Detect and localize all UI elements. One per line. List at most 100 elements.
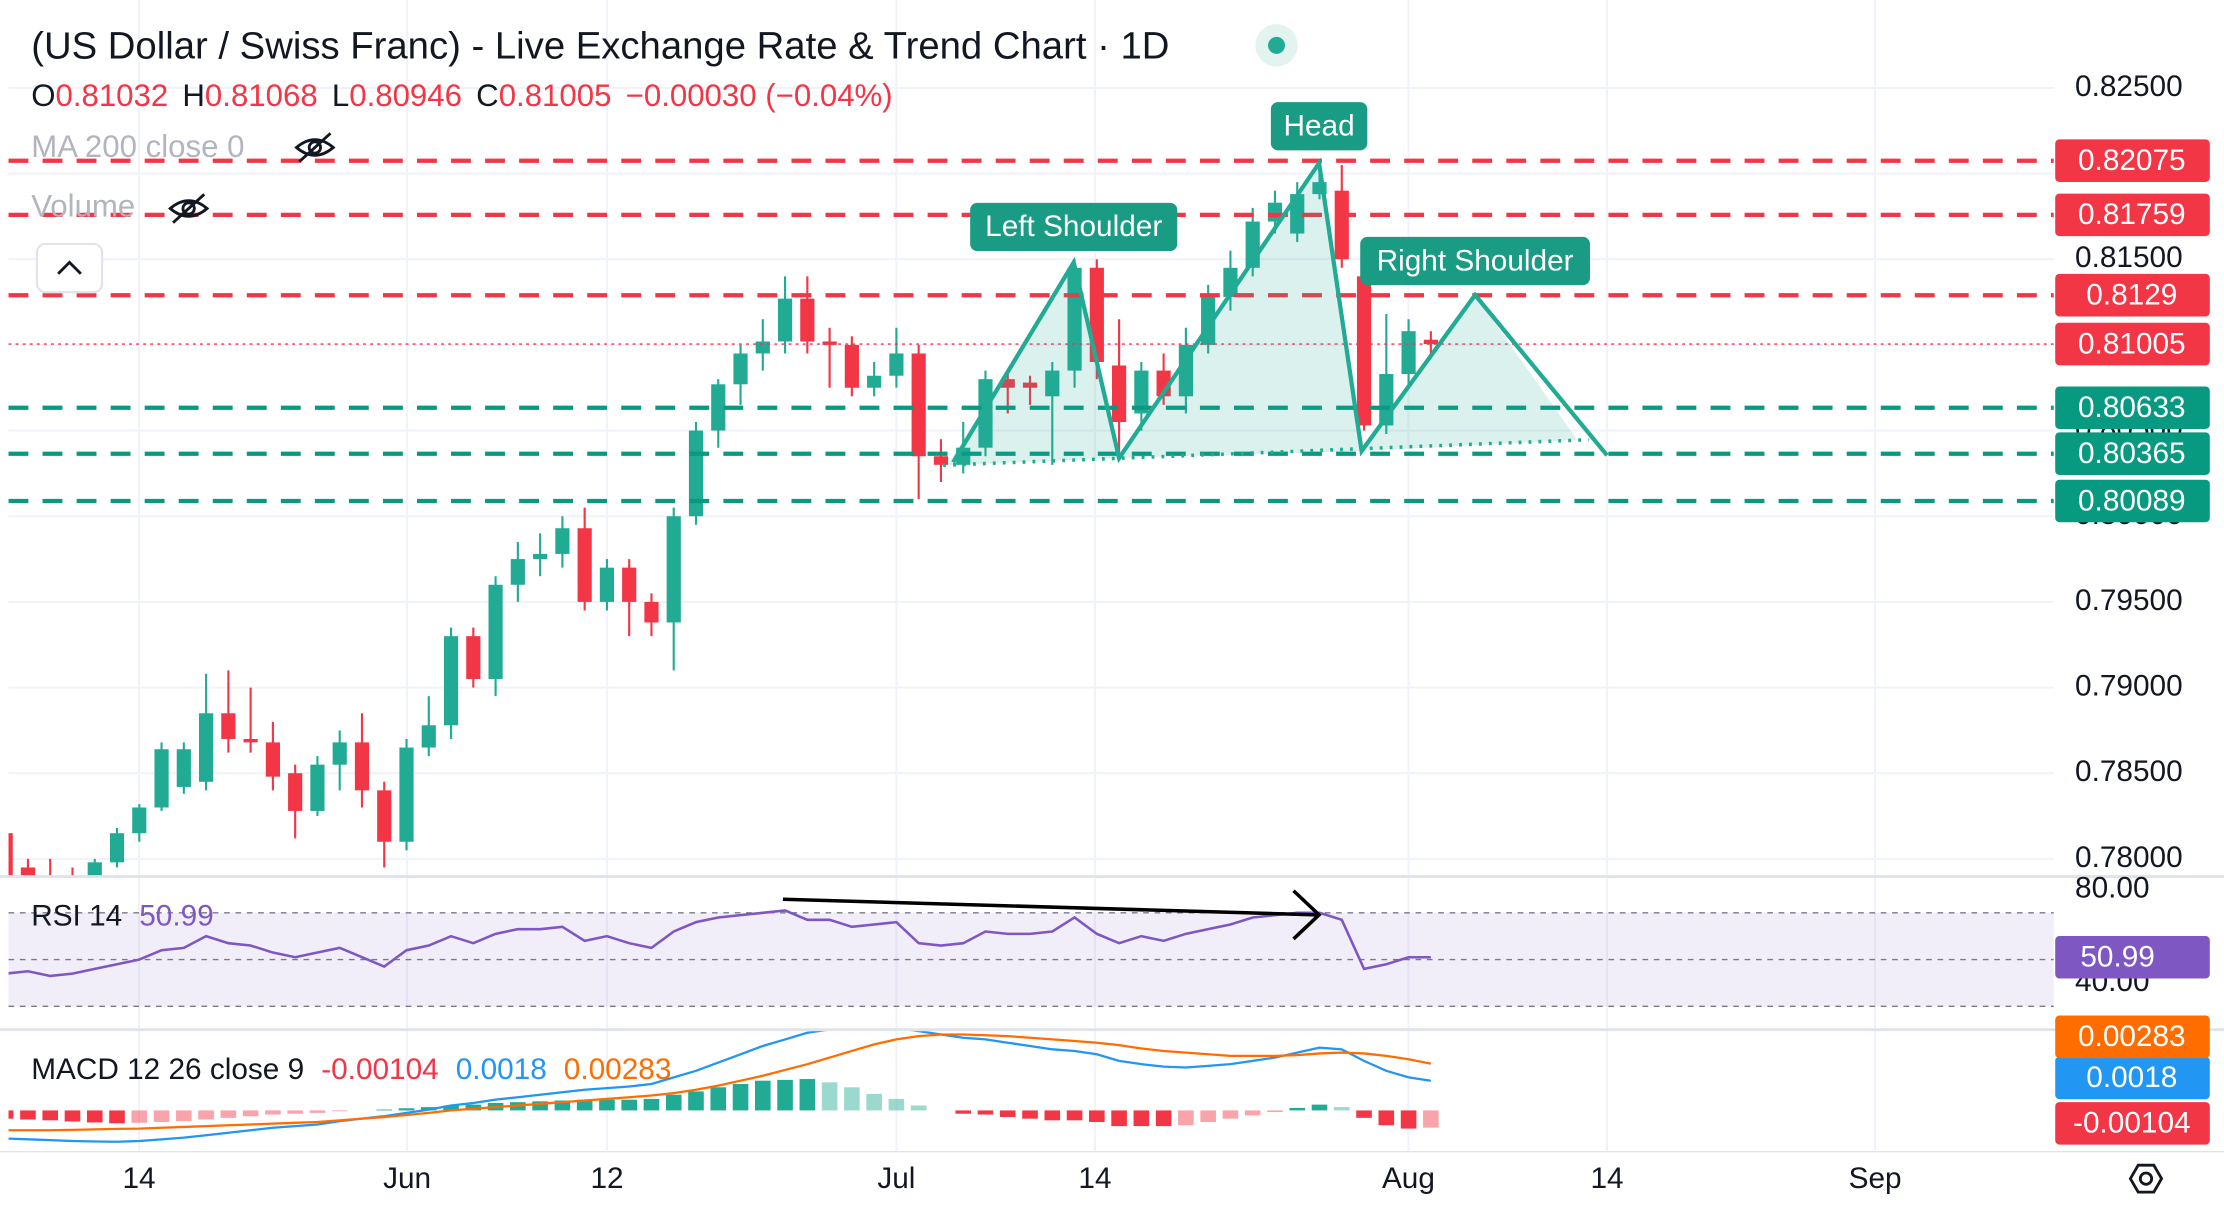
candle-body bbox=[867, 375, 882, 388]
indicator-ma[interactable]: MA 200 close 0 bbox=[31, 129, 244, 164]
price-badge-label: 0.81759 bbox=[2078, 198, 2186, 231]
settings-button[interactable] bbox=[2128, 1163, 2164, 1194]
macd-histogram-bar bbox=[220, 1110, 237, 1118]
arrow-head bbox=[1292, 889, 1322, 941]
x-tick-label: Jul bbox=[877, 1162, 915, 1195]
candle-body bbox=[199, 713, 214, 782]
ohlc-key: O bbox=[31, 78, 55, 113]
candle-body bbox=[510, 559, 525, 585]
neckline bbox=[943, 437, 1589, 467]
macd-histogram-bar bbox=[42, 1110, 59, 1121]
slash bbox=[298, 132, 332, 163]
hidden-icon[interactable] bbox=[294, 132, 336, 163]
rsi-badge-label: 50.99 bbox=[2080, 941, 2155, 974]
ohlc-line: O0.81032 H0.81068 L0.80946 C0.81005 −0.00030… bbox=[31, 78, 892, 113]
chevron-icon bbox=[57, 260, 82, 275]
price-badge-label: 0.81005 bbox=[2078, 327, 2186, 360]
macd-histogram-bar bbox=[1066, 1110, 1083, 1121]
macd-badge-label: -0.00104 bbox=[2073, 1107, 2191, 1140]
hidden-icon[interactable] bbox=[168, 193, 210, 224]
rsi-badge bbox=[2055, 935, 2210, 979]
candle-body bbox=[243, 738, 258, 743]
macd-histogram-bar bbox=[1222, 1110, 1239, 1119]
candle-body bbox=[622, 567, 637, 602]
candle-body bbox=[132, 807, 147, 834]
candle-body bbox=[1334, 190, 1349, 260]
macd-histogram-bar bbox=[1333, 1107, 1350, 1111]
candle-body bbox=[844, 344, 859, 388]
y-tick-label: 0.79500 bbox=[2075, 584, 2183, 617]
macd-histogram-bar bbox=[1178, 1110, 1194, 1126]
macd-histogram-bar bbox=[1044, 1110, 1061, 1121]
candle-body bbox=[109, 833, 125, 863]
macd-signal-line bbox=[8, 1033, 1432, 1132]
macd-histogram-bar bbox=[688, 1091, 704, 1111]
macd-histogram-bar bbox=[888, 1098, 905, 1111]
candle-body bbox=[466, 636, 481, 679]
candle-body bbox=[688, 430, 704, 517]
y-tick-label: 0.78500 bbox=[2075, 755, 2183, 788]
y-tick-label: 0.82500 bbox=[2075, 70, 2183, 103]
macd-histogram-bar bbox=[1089, 1110, 1105, 1122]
ohlc-value: 0.80946 bbox=[349, 78, 462, 113]
macd-histogram-bar bbox=[1111, 1110, 1127, 1127]
pattern-fill bbox=[947, 163, 1578, 466]
candle-body bbox=[933, 456, 949, 465]
rsi-tick-label: 80.00 bbox=[2075, 871, 2150, 904]
macd-badge-label: 0.0018 bbox=[2086, 1061, 2177, 1094]
price-badge bbox=[2055, 432, 2210, 475]
macd-pane bbox=[8, 1031, 1439, 1143]
price-badge-label: 0.80089 bbox=[2078, 484, 2186, 517]
macd-histogram-bar bbox=[910, 1105, 927, 1111]
candle-body bbox=[1312, 182, 1327, 195]
macd-macd-line bbox=[8, 1031, 1432, 1143]
macd-histogram-bar bbox=[287, 1110, 303, 1114]
price-badge bbox=[2055, 322, 2210, 366]
candle-body bbox=[221, 713, 236, 739]
indicator-volume[interactable]: Volume bbox=[31, 189, 135, 224]
macd-histogram-bar bbox=[8, 1110, 14, 1119]
slash bbox=[172, 193, 206, 224]
settings-hex bbox=[2128, 1163, 2164, 1194]
macd-histogram-bar bbox=[131, 1110, 148, 1123]
price-badge bbox=[2055, 386, 2210, 430]
macd-histogram-bar bbox=[999, 1110, 1016, 1118]
macd-histogram-bar bbox=[665, 1094, 682, 1111]
candle-body bbox=[711, 384, 726, 431]
macd-histogram-bar bbox=[1133, 1110, 1150, 1127]
candle-body bbox=[265, 742, 280, 777]
candle-body bbox=[533, 553, 548, 560]
macd-histogram-bar bbox=[821, 1082, 838, 1111]
macd-histogram-bar bbox=[198, 1110, 214, 1120]
macd-histogram-bar bbox=[1289, 1107, 1306, 1111]
candle-body bbox=[8, 833, 13, 877]
candle-body bbox=[755, 341, 770, 354]
candle-body bbox=[443, 636, 459, 726]
macd-histogram-bar bbox=[532, 1101, 548, 1111]
ohlc-key: L bbox=[332, 78, 349, 113]
y-tick-label: 0.79000 bbox=[2075, 669, 2183, 702]
ohlc-value: 0.81032 bbox=[55, 78, 168, 113]
rsi-legend-value: 50.99 bbox=[139, 900, 214, 933]
candle-body bbox=[488, 584, 503, 679]
macd-histogram-bar bbox=[576, 1099, 593, 1111]
ohlc-change: −0.00030 (−0.04%) bbox=[626, 78, 893, 113]
macd-histogram-bar bbox=[799, 1079, 816, 1111]
macd-badge bbox=[2055, 1102, 2210, 1145]
x-tick-label: 14 bbox=[1590, 1162, 1623, 1195]
macd-histogram-bar bbox=[643, 1098, 660, 1111]
macd-histogram-bar bbox=[20, 1110, 36, 1120]
candle-body bbox=[399, 747, 414, 842]
macd-histogram-bar bbox=[309, 1110, 326, 1113]
macd-histogram-bar bbox=[1400, 1110, 1417, 1129]
price-badge-label: 0.8129 bbox=[2086, 278, 2177, 311]
macd-histogram-bar bbox=[554, 1100, 571, 1111]
candle-body bbox=[777, 298, 793, 342]
collapse-button[interactable] bbox=[35, 242, 104, 294]
annotation-box bbox=[1270, 102, 1368, 151]
candle-body bbox=[1134, 370, 1149, 414]
candle-body bbox=[154, 749, 169, 808]
candle-body bbox=[1423, 339, 1438, 345]
ohlc-value: 0.81068 bbox=[205, 78, 318, 113]
